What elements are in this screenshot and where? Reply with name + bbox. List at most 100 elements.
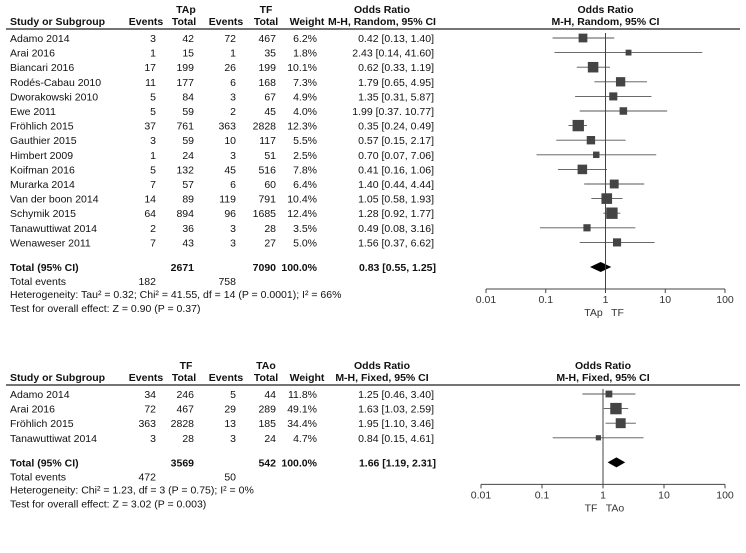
- events-group-1: 1: [150, 48, 156, 60]
- total-group-1: 89: [182, 194, 194, 206]
- study-point-marker: [625, 49, 632, 56]
- study-point-marker: [587, 61, 599, 73]
- study-odds-ratio-ci: 0.42 [0.13, 1.40]: [358, 33, 434, 45]
- total-group-1: 43: [182, 237, 194, 249]
- study-odds-ratio-ci: 0.41 [0.16, 1.06]: [358, 164, 434, 176]
- events-group-1: 2: [150, 223, 156, 235]
- group-header-1: TF: [180, 360, 193, 372]
- study-name: Schymik 2015: [10, 208, 76, 220]
- total-group-1: 36: [182, 223, 194, 235]
- study-weight: 5.5%: [293, 135, 317, 147]
- study-weight: 10.4%: [287, 194, 317, 206]
- study-weight: 6.2%: [293, 33, 317, 45]
- events-group-2: 5: [230, 389, 236, 401]
- events-group-2: 3: [230, 223, 236, 235]
- events-group-2: 29: [224, 404, 236, 416]
- study-name: Adamo 2014: [10, 33, 70, 45]
- total-events-group-1: 182: [138, 276, 156, 288]
- favours-label-right: TAo: [606, 502, 625, 514]
- header-total-2: Total: [254, 16, 278, 28]
- events-group-2: 2: [230, 106, 236, 118]
- total-group-2: 467: [258, 33, 276, 45]
- total-group-2: 27: [264, 237, 276, 249]
- study-name: Van der boon 2014: [10, 194, 99, 206]
- events-group-2: 6: [230, 179, 236, 191]
- events-group-2: 1: [230, 48, 236, 60]
- events-group-2: 13: [224, 418, 236, 430]
- events-group-2: 10: [224, 135, 236, 147]
- total-group-1: 28: [182, 433, 194, 445]
- total-group-1: 2828: [171, 418, 195, 430]
- events-group-1: 11: [145, 77, 156, 89]
- events-group-2: 363: [218, 121, 236, 133]
- x-axis-tick-label: 1: [600, 489, 606, 501]
- group-header-2: TF: [260, 4, 273, 16]
- study-odds-ratio-ci: 1.40 [0.44, 4.44]: [358, 179, 434, 191]
- events-group-2: 96: [224, 208, 236, 220]
- total-group-1: 15: [182, 48, 194, 60]
- study-odds-ratio-ci: 0.70 [0.07, 7.06]: [358, 150, 434, 162]
- study-name: Wenaweser 2011: [10, 237, 91, 249]
- total-label: Total (95% CI): [10, 262, 79, 274]
- total-group-2: 28: [264, 223, 276, 235]
- events-group-2: 3: [230, 237, 236, 249]
- total-group-2: 168: [258, 77, 276, 89]
- plot-subtitle: M-H, Random, 95% CI: [552, 16, 660, 28]
- group-header-1: TAp: [176, 4, 196, 16]
- total-group-2: 1685: [253, 208, 277, 220]
- study-point-marker: [572, 119, 584, 132]
- x-axis-tick-label: 10: [658, 489, 670, 501]
- total-group-2: 289: [258, 404, 276, 416]
- effect-title: Odds Ratio: [354, 360, 410, 372]
- study-name: Tanawuttiwat 2014: [10, 433, 97, 445]
- total-events-label: Total events: [10, 276, 66, 288]
- study-odds-ratio-ci: 1.79 [0.65, 4.95]: [358, 77, 434, 89]
- total-n-group-1: 3569: [171, 457, 195, 469]
- header-total-1: Total: [172, 372, 196, 384]
- events-group-2: 119: [219, 194, 236, 206]
- study-odds-ratio-ci: 0.49 [0.08, 3.16]: [358, 223, 434, 235]
- total-group-1: 132: [176, 164, 194, 176]
- study-name: Rodés-Cabau 2010: [10, 77, 101, 89]
- study-point-marker: [586, 136, 596, 145]
- total-group-2: 516: [258, 164, 276, 176]
- total-group-1: 57: [182, 179, 194, 191]
- pooled-diamond: [589, 262, 612, 272]
- header-study: Study or Subgroup: [10, 16, 105, 28]
- study-weight: 3.5%: [293, 223, 317, 235]
- study-weight: 4.7%: [293, 433, 317, 445]
- total-group-2: 199: [258, 62, 276, 74]
- events-group-2: 26: [224, 62, 236, 74]
- study-name: Arai 2016: [10, 404, 55, 416]
- total-group-2: 2828: [253, 121, 277, 133]
- events-group-1: 5: [150, 164, 156, 176]
- total-group-1: 84: [182, 91, 194, 103]
- events-group-1: 72: [144, 404, 156, 416]
- study-weight: 5.0%: [293, 237, 317, 249]
- total-group-1: 42: [182, 33, 194, 45]
- total-group-1: 24: [182, 150, 194, 162]
- events-group-1: 3: [150, 135, 156, 147]
- study-weight: 12.4%: [287, 208, 317, 220]
- study-odds-ratio-ci: 1.63 [1.03, 2.59]: [358, 404, 434, 416]
- events-group-1: 14: [144, 194, 156, 206]
- study-odds-ratio-ci: 2.43 [0.14, 41.60]: [352, 48, 434, 60]
- heterogeneity-text: Heterogeneity: Chi² = 1.23, df = 3 (P = …: [10, 484, 254, 496]
- study-point-marker: [612, 238, 622, 247]
- total-group-1: 894: [176, 208, 194, 220]
- x-axis-tick-label: 100: [716, 489, 734, 501]
- events-group-1: 363: [138, 418, 156, 430]
- total-group-2: 24: [264, 433, 276, 445]
- header-total-2: Total: [254, 372, 278, 384]
- x-axis-tick-label: 1: [603, 294, 609, 306]
- x-axis-tick-label: 10: [659, 294, 671, 306]
- total-n-group-2: 7090: [253, 262, 277, 274]
- events-group-1: 5: [150, 91, 156, 103]
- plot-title: Odds Ratio: [577, 4, 633, 16]
- study-point-marker: [605, 390, 613, 398]
- total-group-1: 246: [176, 389, 194, 401]
- study-name: Arai 2016: [10, 48, 55, 60]
- study-weight: 4.9%: [293, 91, 317, 103]
- total-events-group-1: 472: [138, 471, 156, 483]
